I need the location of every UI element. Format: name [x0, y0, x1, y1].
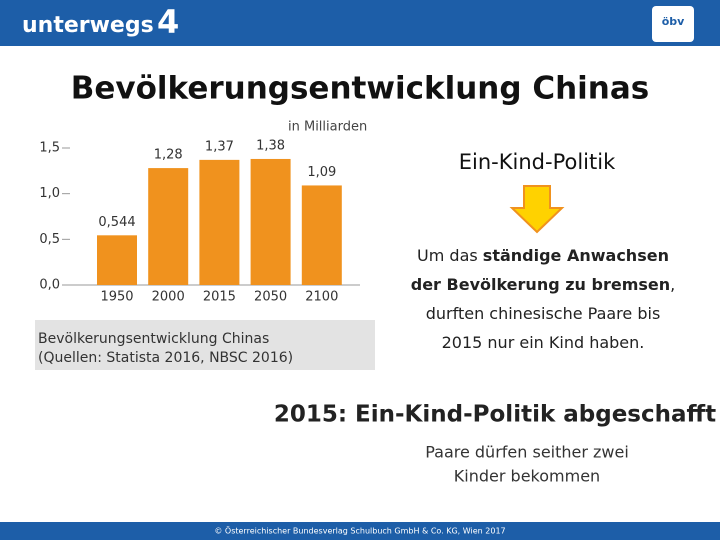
caption: Bevölkerungsentwicklung Chinas — [38, 331, 269, 347]
arrow — [509, 185, 565, 234]
policy-text: Um das ständige Anwachsen der Bevölkerung… — [411, 246, 675, 352]
x-tick-label: 2000 — [152, 290, 185, 305]
bar — [97, 235, 137, 285]
value-label: 1,09 — [307, 165, 336, 180]
policy-segment: der Bevölkerung zu bremsen — [411, 275, 670, 294]
header-bar — [0, 0, 720, 46]
value-label: 1,28 — [154, 148, 183, 163]
bar — [199, 159, 240, 285]
bar — [250, 158, 291, 285]
y-tick-label: 1,0 — [39, 186, 60, 201]
logo-box — [652, 6, 694, 42]
y-tick-label: 0,0 — [39, 278, 60, 293]
footer: © Österreichischer Bundesverlag Schulbuc… — [214, 526, 505, 536]
policy-segment: ständige Anwachsen — [483, 246, 669, 265]
policy-heading: Ein-Kind-Politik — [459, 150, 616, 174]
slide-title: Bevölkerungsentwicklung Chinas — [71, 71, 649, 107]
abolished-text: Paare dürfen seither zwei — [425, 443, 629, 462]
caption: (Quellen: Statista 2016, NBSC 2016) — [38, 350, 293, 366]
policy-line: 2015 nur ein Kind haben. — [442, 333, 645, 352]
value-label: 1,38 — [256, 138, 285, 153]
brand-number: 4 — [157, 3, 179, 41]
x-tick-label: 2050 — [254, 290, 287, 305]
x-tick-label: 2100 — [305, 290, 338, 305]
x-tick-label: 1950 — [100, 290, 133, 305]
policy-line: der Bevölkerung zu bremsen, — [411, 275, 675, 294]
unit-label: in Milliarden — [288, 120, 367, 135]
policy-segment: , — [670, 275, 675, 294]
policy-line: durften chinesische Paare bis — [426, 304, 661, 323]
abolished-heading: 2015: Ein-Kind-Politik abgeschafft — [274, 402, 716, 428]
policy-segment: Um das — [417, 246, 483, 265]
value-label: 1,37 — [205, 139, 234, 154]
policy-segment: durften chinesische Paare bis — [426, 304, 661, 323]
logo: öbv — [662, 15, 685, 28]
y-tick-label: 1,5 — [39, 141, 60, 156]
policy-line: Um das ständige Anwachsen — [417, 246, 669, 265]
bar — [148, 168, 189, 285]
value-label: 0,544 — [98, 215, 135, 230]
bar — [301, 185, 342, 285]
y-tick-label: 0,5 — [39, 232, 60, 247]
footer-bar — [0, 522, 720, 540]
x-tick-label: 2015 — [203, 290, 236, 305]
abolished-text: Kinder bekommen — [454, 467, 600, 486]
brand: unterwegs — [22, 13, 154, 38]
caption-box — [35, 320, 375, 370]
policy-segment: 2015 nur ein Kind haben. — [442, 333, 645, 352]
